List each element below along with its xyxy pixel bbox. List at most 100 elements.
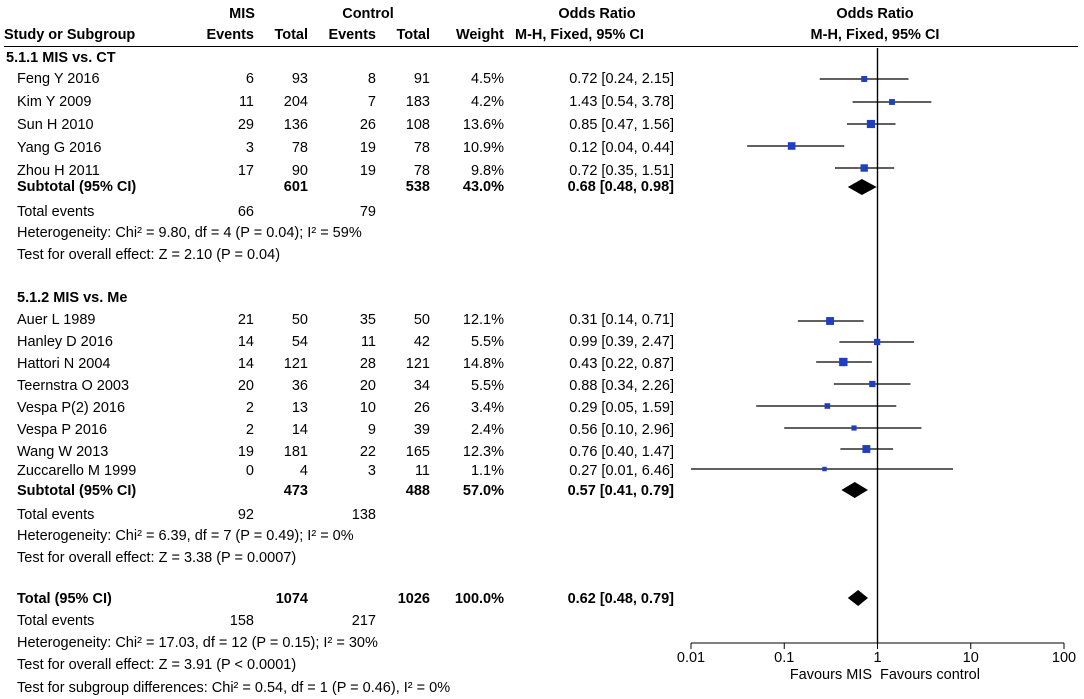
odds-ratio-ci: 0.57 [0.41, 0.79] [567,483,674,499]
odds-ratio-ci: 0.99 [0.39, 2.47] [569,334,674,350]
odds-ratio-ci: 0.62 [0.48, 0.79] [567,591,674,607]
weight: 13.6% [462,117,504,133]
mis-total-header: Total [274,27,308,43]
weight: 5.5% [470,378,504,394]
control-events: 26 [359,117,376,133]
pooled-estimate-diamond [847,590,868,606]
weight: 4.5% [470,71,504,87]
weight-header: Weight [455,27,504,43]
mis-events: 17 [237,163,254,179]
mis-total: 14 [291,422,308,438]
weight: 1.1% [470,463,504,479]
study-name: Zuccarello M 1999 [17,463,137,479]
control-total: 39 [413,422,430,438]
control-events: 79 [359,204,376,220]
effect-size-square [889,99,895,105]
control-events: 217 [351,613,376,629]
plot-title: Odds Ratio [836,6,914,22]
odds-ratio-ci: 0.85 [0.47, 1.56] [569,117,674,133]
mis-total: 93 [291,71,308,87]
control-total: 108 [405,117,430,133]
study-name: Yang G 2016 [17,140,102,156]
control-total: 11 [414,463,430,479]
control-events: 7 [367,94,376,110]
mis-events: 14 [237,334,254,350]
plot-method-header: M-H, Fixed, 95% CI [810,27,940,43]
study-name: Hattori N 2004 [17,356,111,372]
weight: 3.4% [470,400,504,416]
x-tick-label: 1 [873,650,882,666]
odds-ratio-ci: 0.68 [0.48, 0.98] [567,179,674,195]
subtotal-label: Subtotal (95% CI) [17,483,137,499]
odds-ratio-ci: 0.29 [0.05, 1.59] [569,400,674,416]
favours-control-label: Favours control [880,667,980,683]
weight: 5.5% [470,334,504,350]
study-name: Kim Y 2009 [17,94,92,110]
mis-events: 19 [237,444,254,460]
mis-events: 66 [237,204,254,220]
heterogeneity-text: Heterogeneity: Chi² = 6.39, df = 7 (P = … [17,528,354,544]
odds-ratio-ci: 0.72 [0.24, 2.15] [569,71,674,87]
mis-total: 13 [291,400,308,416]
mis-events: 11 [238,94,254,110]
study-name: Sun H 2010 [17,117,94,133]
pooled-estimate-diamond [841,482,868,498]
control-events: 19 [359,140,376,156]
control-events: 11 [360,334,376,350]
control-events: 8 [367,71,376,87]
mis-total: 78 [291,140,308,156]
study-name: Wang W 2013 [17,444,109,460]
control-total-header: Total [396,27,430,43]
control-total: 50 [413,312,430,328]
mis-total: 50 [291,312,308,328]
study-name: Feng Y 2016 [17,71,100,87]
effect-size-square [866,119,875,129]
mis-total: 1074 [275,591,308,607]
mis-events: 2 [245,400,254,416]
control-total: 78 [413,163,430,179]
weight: 57.0% [462,483,504,499]
mis-events: 20 [237,378,254,394]
odds-ratio-ci: 0.72 [0.35, 1.51] [569,163,674,179]
mis-total: 36 [291,378,308,394]
effect-size-square [862,445,871,453]
weight: 9.8% [470,163,504,179]
control-total: 78 [413,140,430,156]
or-column-title: Odds Ratio [558,6,636,22]
study-name: Hanley D 2016 [17,334,113,350]
control-events: 35 [359,312,376,328]
effect-size-square [824,403,831,409]
control-total: 1026 [397,591,430,607]
odds-ratio-ci: 0.56 [0.10, 2.96] [569,422,674,438]
study-name: Vespa P(2) 2016 [17,400,126,416]
effect-size-square [860,164,868,172]
study-name: Zhou H 2011 [17,163,100,179]
mis-events: 21 [237,312,254,328]
weight: 14.8% [462,356,504,372]
favours-mis-label: Favours MIS [789,667,872,683]
mis-events-header: Events [206,27,254,43]
mis-group-header: MIS [229,6,255,22]
mis-total: 204 [283,94,308,110]
control-total: 183 [405,94,430,110]
mis-total: 181 [283,444,308,460]
control-total: 538 [405,179,430,195]
control-events: 3 [367,463,376,479]
control-events-header: Events [328,27,376,43]
study-name: Teernstra O 2003 [17,378,130,394]
control-total: 42 [413,334,430,350]
total-events-label: Total events [17,507,95,523]
study-name: Vespa P 2016 [17,422,108,438]
control-events: 20 [359,378,376,394]
subtotal-label: Subtotal (95% CI) [17,179,137,195]
x-tick-label: 0.1 [774,650,795,666]
odds-ratio-ci: 0.76 [0.40, 1.47] [569,444,674,460]
mis-events: 29 [237,117,254,133]
weight: 4.2% [470,94,504,110]
effect-size-square [822,466,827,472]
mis-total: 601 [283,179,308,195]
total-events-label: Total events [17,613,95,629]
study-name: Auer L 1989 [17,312,96,328]
mis-total: 90 [291,163,308,179]
control-events: 28 [359,356,376,372]
